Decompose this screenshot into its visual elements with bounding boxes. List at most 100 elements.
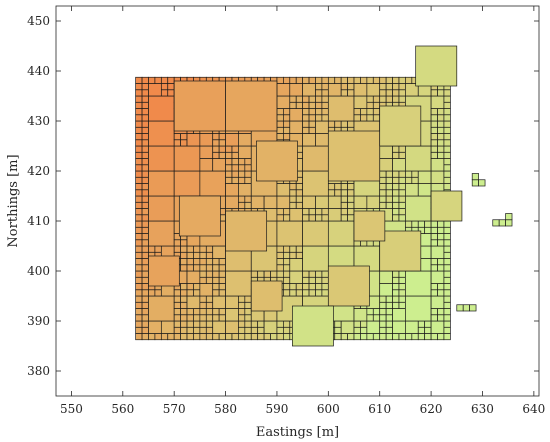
grid-cell — [315, 195, 329, 209]
grid-cell — [276, 245, 284, 253]
grid-cell — [302, 108, 310, 116]
grid-cell — [205, 258, 214, 266]
grid-cell — [321, 276, 329, 284]
grid-cell — [276, 208, 284, 216]
grid-cell — [302, 245, 329, 272]
grid-cell — [160, 333, 169, 341]
outlier-cell — [469, 304, 477, 312]
grid-cell — [372, 314, 381, 322]
grid-cell — [212, 314, 220, 322]
grid-cell — [135, 195, 143, 203]
grid-cell — [411, 333, 419, 341]
grid-cell — [225, 270, 252, 297]
grid-cell — [289, 195, 297, 203]
y-tick-label: 430 — [27, 114, 50, 128]
x-tick-label: 570 — [163, 402, 186, 416]
grid-cell — [289, 258, 303, 272]
grid-cell — [141, 83, 149, 91]
grid-cell — [308, 76, 316, 84]
grid-cell — [321, 108, 329, 116]
grid-cell — [283, 333, 291, 341]
grid-cell — [283, 133, 291, 141]
grid-cell — [302, 133, 316, 147]
grid-cell — [186, 283, 194, 291]
grid-cell — [135, 333, 143, 341]
grid-cell — [263, 195, 278, 209]
grid-cell — [231, 151, 239, 159]
grid-cell — [430, 270, 445, 284]
grid-cell — [180, 258, 188, 266]
grid-cell — [205, 245, 214, 253]
grid-cell — [135, 83, 143, 91]
grid-cell — [353, 308, 368, 322]
grid-cell — [379, 76, 387, 84]
grid-cell — [135, 164, 143, 172]
grid-cell — [238, 176, 246, 184]
grid-cell — [135, 233, 143, 241]
grid-cell — [276, 83, 291, 97]
grid-cell — [135, 289, 143, 297]
grid-cell — [366, 76, 374, 84]
grid-cell — [430, 264, 438, 272]
grid-cell — [430, 239, 438, 247]
grid-cell — [250, 333, 259, 341]
grid-cell — [135, 270, 143, 278]
grid-cell — [347, 214, 355, 222]
grid-cell — [437, 283, 445, 291]
grid-cell — [141, 139, 149, 147]
grid-cell — [173, 245, 181, 253]
grid-cell — [193, 258, 201, 266]
grid-cell — [379, 170, 387, 178]
grid-cell — [238, 333, 246, 341]
grid-cell — [244, 176, 252, 184]
grid-cell — [135, 101, 143, 109]
large-cell — [327, 130, 381, 182]
grid-cell — [135, 89, 143, 97]
x-tick-label: 600 — [317, 402, 340, 416]
grid-cell — [205, 314, 214, 322]
grid-cell — [443, 258, 451, 266]
grid-cell — [276, 114, 284, 122]
grid-cell — [321, 114, 329, 122]
grid-cell — [212, 145, 220, 153]
grid-cell — [398, 76, 406, 84]
grid-cell — [173, 170, 201, 197]
grid-cell — [430, 126, 438, 134]
grid-cell — [135, 308, 143, 316]
grid-cell — [135, 208, 143, 216]
grid-cell — [199, 170, 226, 197]
grid-cell — [238, 201, 246, 209]
grid-cell — [430, 114, 438, 122]
grid-cell — [193, 314, 201, 322]
grid-cell — [173, 314, 181, 322]
grid-cell — [205, 251, 214, 259]
grid-cell — [135, 151, 143, 159]
outlier-cell — [456, 304, 464, 312]
grid-cell — [315, 95, 323, 103]
grid-cell — [437, 333, 445, 341]
grid-cell — [437, 114, 445, 122]
large-cell — [353, 210, 386, 242]
grid-cell — [238, 183, 252, 197]
grid-cell — [283, 289, 291, 297]
grid-cell — [135, 114, 143, 122]
grid-cell — [160, 89, 169, 97]
grid-cell — [135, 189, 143, 197]
grid-cell — [135, 76, 143, 84]
grid-cell — [135, 276, 143, 284]
grid-cell — [385, 176, 393, 184]
grid-cell — [276, 120, 284, 128]
grid-cell — [437, 314, 445, 322]
grid-cell — [276, 220, 303, 247]
grid-cell — [141, 133, 149, 141]
grid-cell — [315, 283, 323, 291]
grid-cell — [392, 145, 400, 153]
grid-cell — [283, 108, 291, 116]
grid-cell — [443, 283, 451, 291]
grid-cell — [148, 76, 156, 84]
grid-cell — [385, 170, 393, 178]
grid-cell — [366, 314, 374, 322]
grid-cell — [366, 101, 374, 109]
grid-cell — [443, 226, 451, 234]
grid-cell — [366, 308, 374, 316]
